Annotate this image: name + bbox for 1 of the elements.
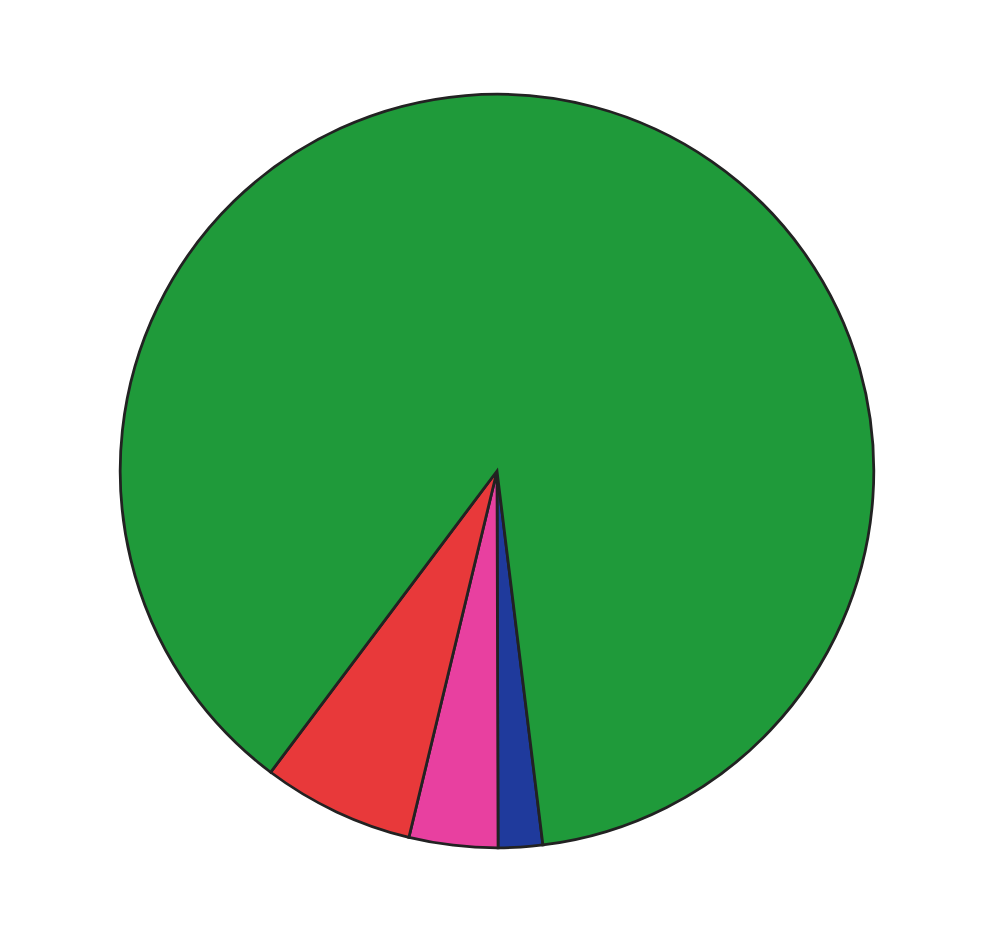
pie-slice: [118, 92, 876, 847]
